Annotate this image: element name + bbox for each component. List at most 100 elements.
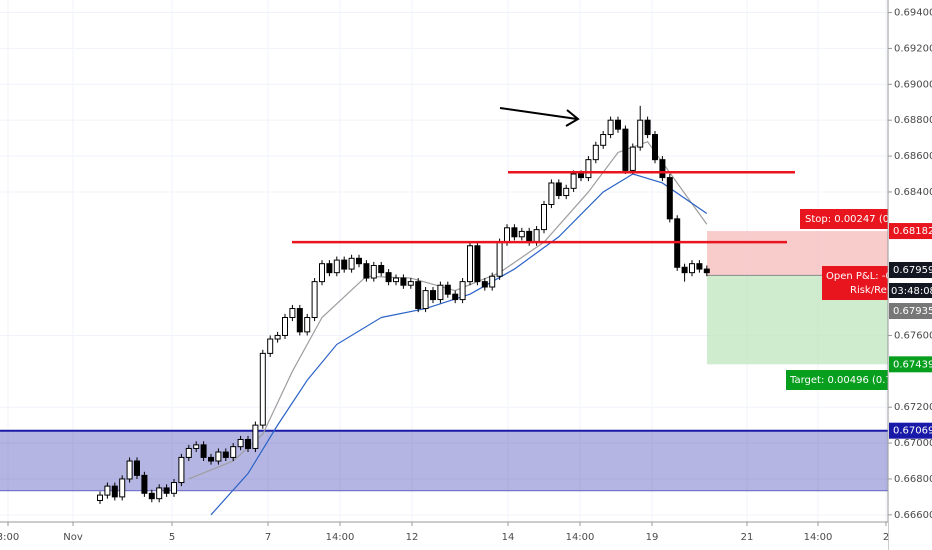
candle-body bbox=[252, 424, 259, 449]
countdown-bg bbox=[889, 283, 932, 298]
candle-body bbox=[237, 438, 244, 448]
candle-body bbox=[452, 293, 459, 301]
candle-body bbox=[134, 460, 140, 476]
candle-body bbox=[489, 275, 496, 288]
price-tag-bg bbox=[889, 303, 932, 319]
candle-body bbox=[208, 456, 214, 462]
candle-body bbox=[444, 284, 451, 295]
y-tick-label: 0.66800 bbox=[894, 474, 932, 485]
zone bbox=[0, 430, 888, 491]
candle-body bbox=[644, 119, 651, 136]
candle-body bbox=[215, 451, 222, 462]
candle-body bbox=[245, 438, 251, 449]
candle-body bbox=[600, 134, 607, 146]
pnl-label: Open P&L: -0 bbox=[826, 271, 892, 282]
time-axis bbox=[0, 522, 888, 550]
candle-body bbox=[141, 474, 148, 494]
target-label: Target: 0.00496 (0.7 bbox=[789, 375, 892, 386]
candle-body bbox=[570, 173, 577, 189]
candle-body bbox=[622, 128, 629, 171]
candle-body bbox=[156, 487, 163, 500]
y-tick-label: 0.67000 bbox=[894, 438, 932, 449]
moving-average bbox=[210, 173, 708, 516]
price-tag: 0.67959 bbox=[893, 265, 932, 276]
stop-label-bg bbox=[800, 209, 888, 229]
y-tick-label: 0.68400 bbox=[894, 187, 932, 198]
candle-body bbox=[467, 245, 473, 283]
candle-body bbox=[289, 308, 296, 319]
candle-body bbox=[563, 187, 570, 197]
candle-body bbox=[415, 281, 422, 310]
candle-body bbox=[341, 259, 348, 270]
y-tick-label: 0.68600 bbox=[894, 151, 932, 162]
x-tick-label: 7 bbox=[265, 532, 271, 543]
x-tick-label: 14:00 bbox=[566, 532, 595, 543]
y-tick-label: 0.68800 bbox=[894, 115, 932, 126]
candle-body bbox=[282, 317, 288, 336]
x-tick-label: 2 bbox=[883, 532, 889, 543]
candle-body bbox=[274, 334, 281, 340]
candle-body bbox=[319, 263, 325, 283]
candle-body bbox=[185, 447, 192, 458]
candle-body bbox=[518, 230, 525, 238]
x-tick-label: 14:00 bbox=[326, 532, 355, 543]
candle-body bbox=[666, 177, 673, 220]
candle-body bbox=[97, 494, 103, 501]
candle-body bbox=[267, 338, 274, 354]
price-tag: 0.68182 bbox=[893, 226, 932, 237]
candle-body bbox=[259, 352, 266, 426]
candle-body bbox=[230, 446, 237, 458]
candle-body bbox=[659, 159, 666, 179]
price-tag-bg bbox=[889, 422, 932, 439]
x-tick-label: 12 bbox=[406, 532, 419, 543]
candle-body bbox=[311, 281, 318, 319]
candle-body bbox=[400, 277, 407, 286]
candle-body bbox=[171, 482, 177, 494]
y-tick-label: 0.66600 bbox=[894, 510, 932, 521]
candle-body bbox=[385, 272, 392, 283]
price-tag-bg bbox=[889, 262, 932, 278]
candle-body bbox=[356, 257, 362, 265]
candle-body bbox=[333, 259, 340, 274]
candle-body bbox=[370, 264, 377, 279]
y-tick-label: 0.69000 bbox=[894, 79, 932, 90]
pnl-label-bg bbox=[822, 266, 888, 300]
candle-body bbox=[703, 268, 710, 274]
x-tick-label: 21 bbox=[741, 532, 754, 543]
candle-body bbox=[548, 182, 555, 205]
candle-body bbox=[459, 281, 466, 301]
candle-body bbox=[592, 144, 599, 161]
candle-body bbox=[541, 203, 547, 231]
candle-body bbox=[200, 444, 207, 458]
candle-body bbox=[422, 290, 429, 310]
price-tag-bg bbox=[889, 223, 932, 240]
x-tick-label: 5 bbox=[169, 532, 175, 543]
candle-body bbox=[652, 134, 658, 161]
candle-body bbox=[607, 119, 614, 136]
countdown: 03:48:08 bbox=[891, 286, 932, 297]
candle-body bbox=[578, 173, 584, 179]
candle-body bbox=[533, 229, 540, 243]
price-tag: 0.67935 bbox=[893, 306, 932, 317]
y-tick-label: 0.69200 bbox=[894, 43, 932, 54]
candle-body bbox=[585, 159, 592, 179]
candle-body bbox=[119, 478, 126, 498]
candle-body bbox=[504, 227, 510, 243]
x-tick-label: 3:00 bbox=[0, 532, 19, 543]
candle-body bbox=[481, 281, 488, 288]
target-label-bg bbox=[786, 370, 888, 390]
candle-body bbox=[629, 146, 636, 171]
stop-label: Stop: 0.00247 (0. bbox=[805, 214, 892, 225]
candle-body bbox=[348, 257, 355, 270]
x-tick-label: 19 bbox=[646, 532, 659, 543]
arrow bbox=[499, 107, 580, 127]
candle-body bbox=[526, 230, 533, 243]
candle-body bbox=[474, 245, 481, 283]
y-tick-label: 0.69400 bbox=[894, 8, 932, 19]
candle-body bbox=[222, 451, 229, 458]
candle-body bbox=[193, 444, 200, 449]
candle-body bbox=[496, 241, 503, 277]
risk-label: Risk/Rew bbox=[850, 285, 895, 296]
x-tick-label: 14:00 bbox=[804, 532, 833, 543]
candle-body bbox=[555, 182, 562, 197]
